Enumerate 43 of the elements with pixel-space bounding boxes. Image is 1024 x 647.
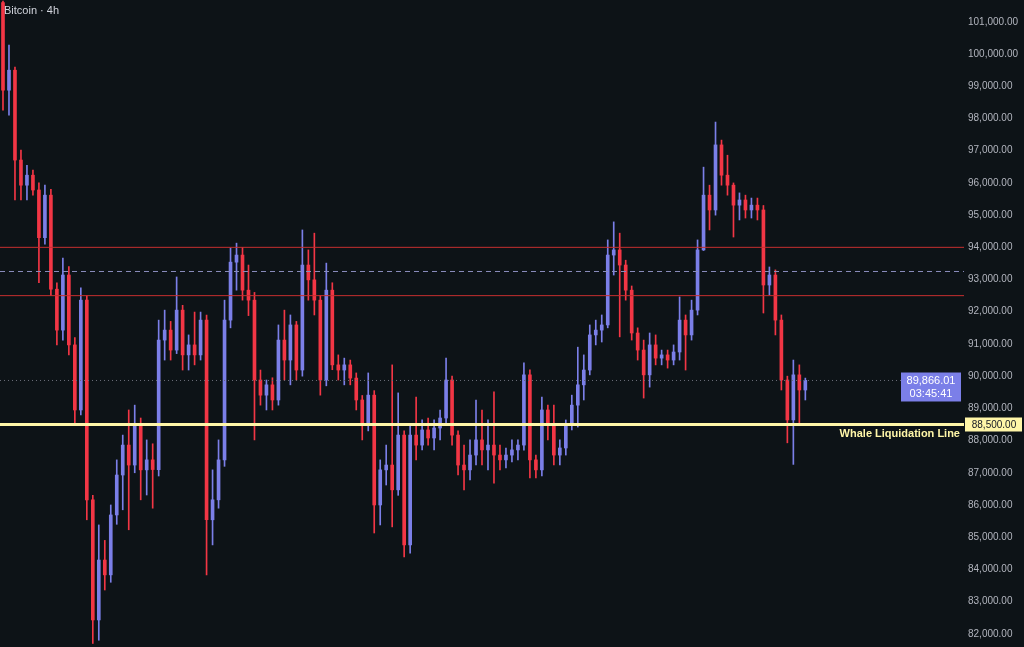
candlestick: [342, 357, 347, 386]
candlestick: [126, 409, 131, 531]
y-tick-label: 95,000.00: [968, 208, 1013, 220]
candlestick: [414, 396, 418, 461]
y-tick-label: 88,000.00: [968, 434, 1013, 446]
candlestick: [498, 444, 502, 471]
candlestick: [492, 391, 496, 484]
y-tick-label: 93,000.00: [968, 273, 1013, 285]
y-tick-label: 94,000.00: [968, 241, 1013, 253]
y-tick-label: 101,000.00: [968, 15, 1019, 27]
y-tick-label: 85,000.00: [968, 530, 1013, 542]
y-tick-label: 98,000.00: [968, 112, 1013, 124]
y-tick-label: 91,000.00: [968, 337, 1013, 349]
y-tick-label: 90,000.00: [968, 369, 1013, 381]
annotation: Whale Liquidation Line: [839, 426, 960, 439]
y-tick-label: 92,000.00: [968, 305, 1013, 317]
candlestick: [390, 364, 395, 528]
candlestick: [599, 314, 604, 343]
ref-line-label: 88,500.00: [971, 418, 1017, 430]
candlestick: [384, 444, 389, 486]
y-tick-label: 83,000.00: [968, 595, 1013, 607]
y-tick-label: 89,000.00: [968, 402, 1013, 414]
candlestick: [144, 439, 149, 496]
y-tick-label: 100,000.00: [968, 47, 1019, 59]
chart-title: Bitcoin · 4h: [4, 4, 60, 16]
candlestick: [617, 232, 622, 338]
candlestick: [150, 443, 155, 509]
y-tick-label: 97,000.00: [968, 144, 1013, 156]
y-tick-label: 99,000.00: [968, 80, 1013, 92]
y-tick-label: 87,000.00: [968, 466, 1013, 478]
candlestick: [611, 221, 616, 276]
y-tick-label: 84,000.00: [968, 563, 1013, 575]
candlestick: [510, 439, 514, 463]
ref-line-label: 89,866.01: [906, 373, 956, 386]
y-tick-label: 82,000.00: [968, 627, 1013, 639]
candlestick: [480, 409, 484, 466]
candlestick: [462, 444, 466, 491]
y-tick-label: 96,000.00: [968, 176, 1013, 188]
candlestick: [336, 354, 341, 381]
annotation: 03:45:41: [909, 386, 953, 399]
candlestick: [486, 419, 490, 471]
candlestick: [593, 319, 598, 346]
y-tick-label: 86,000.00: [968, 498, 1013, 510]
